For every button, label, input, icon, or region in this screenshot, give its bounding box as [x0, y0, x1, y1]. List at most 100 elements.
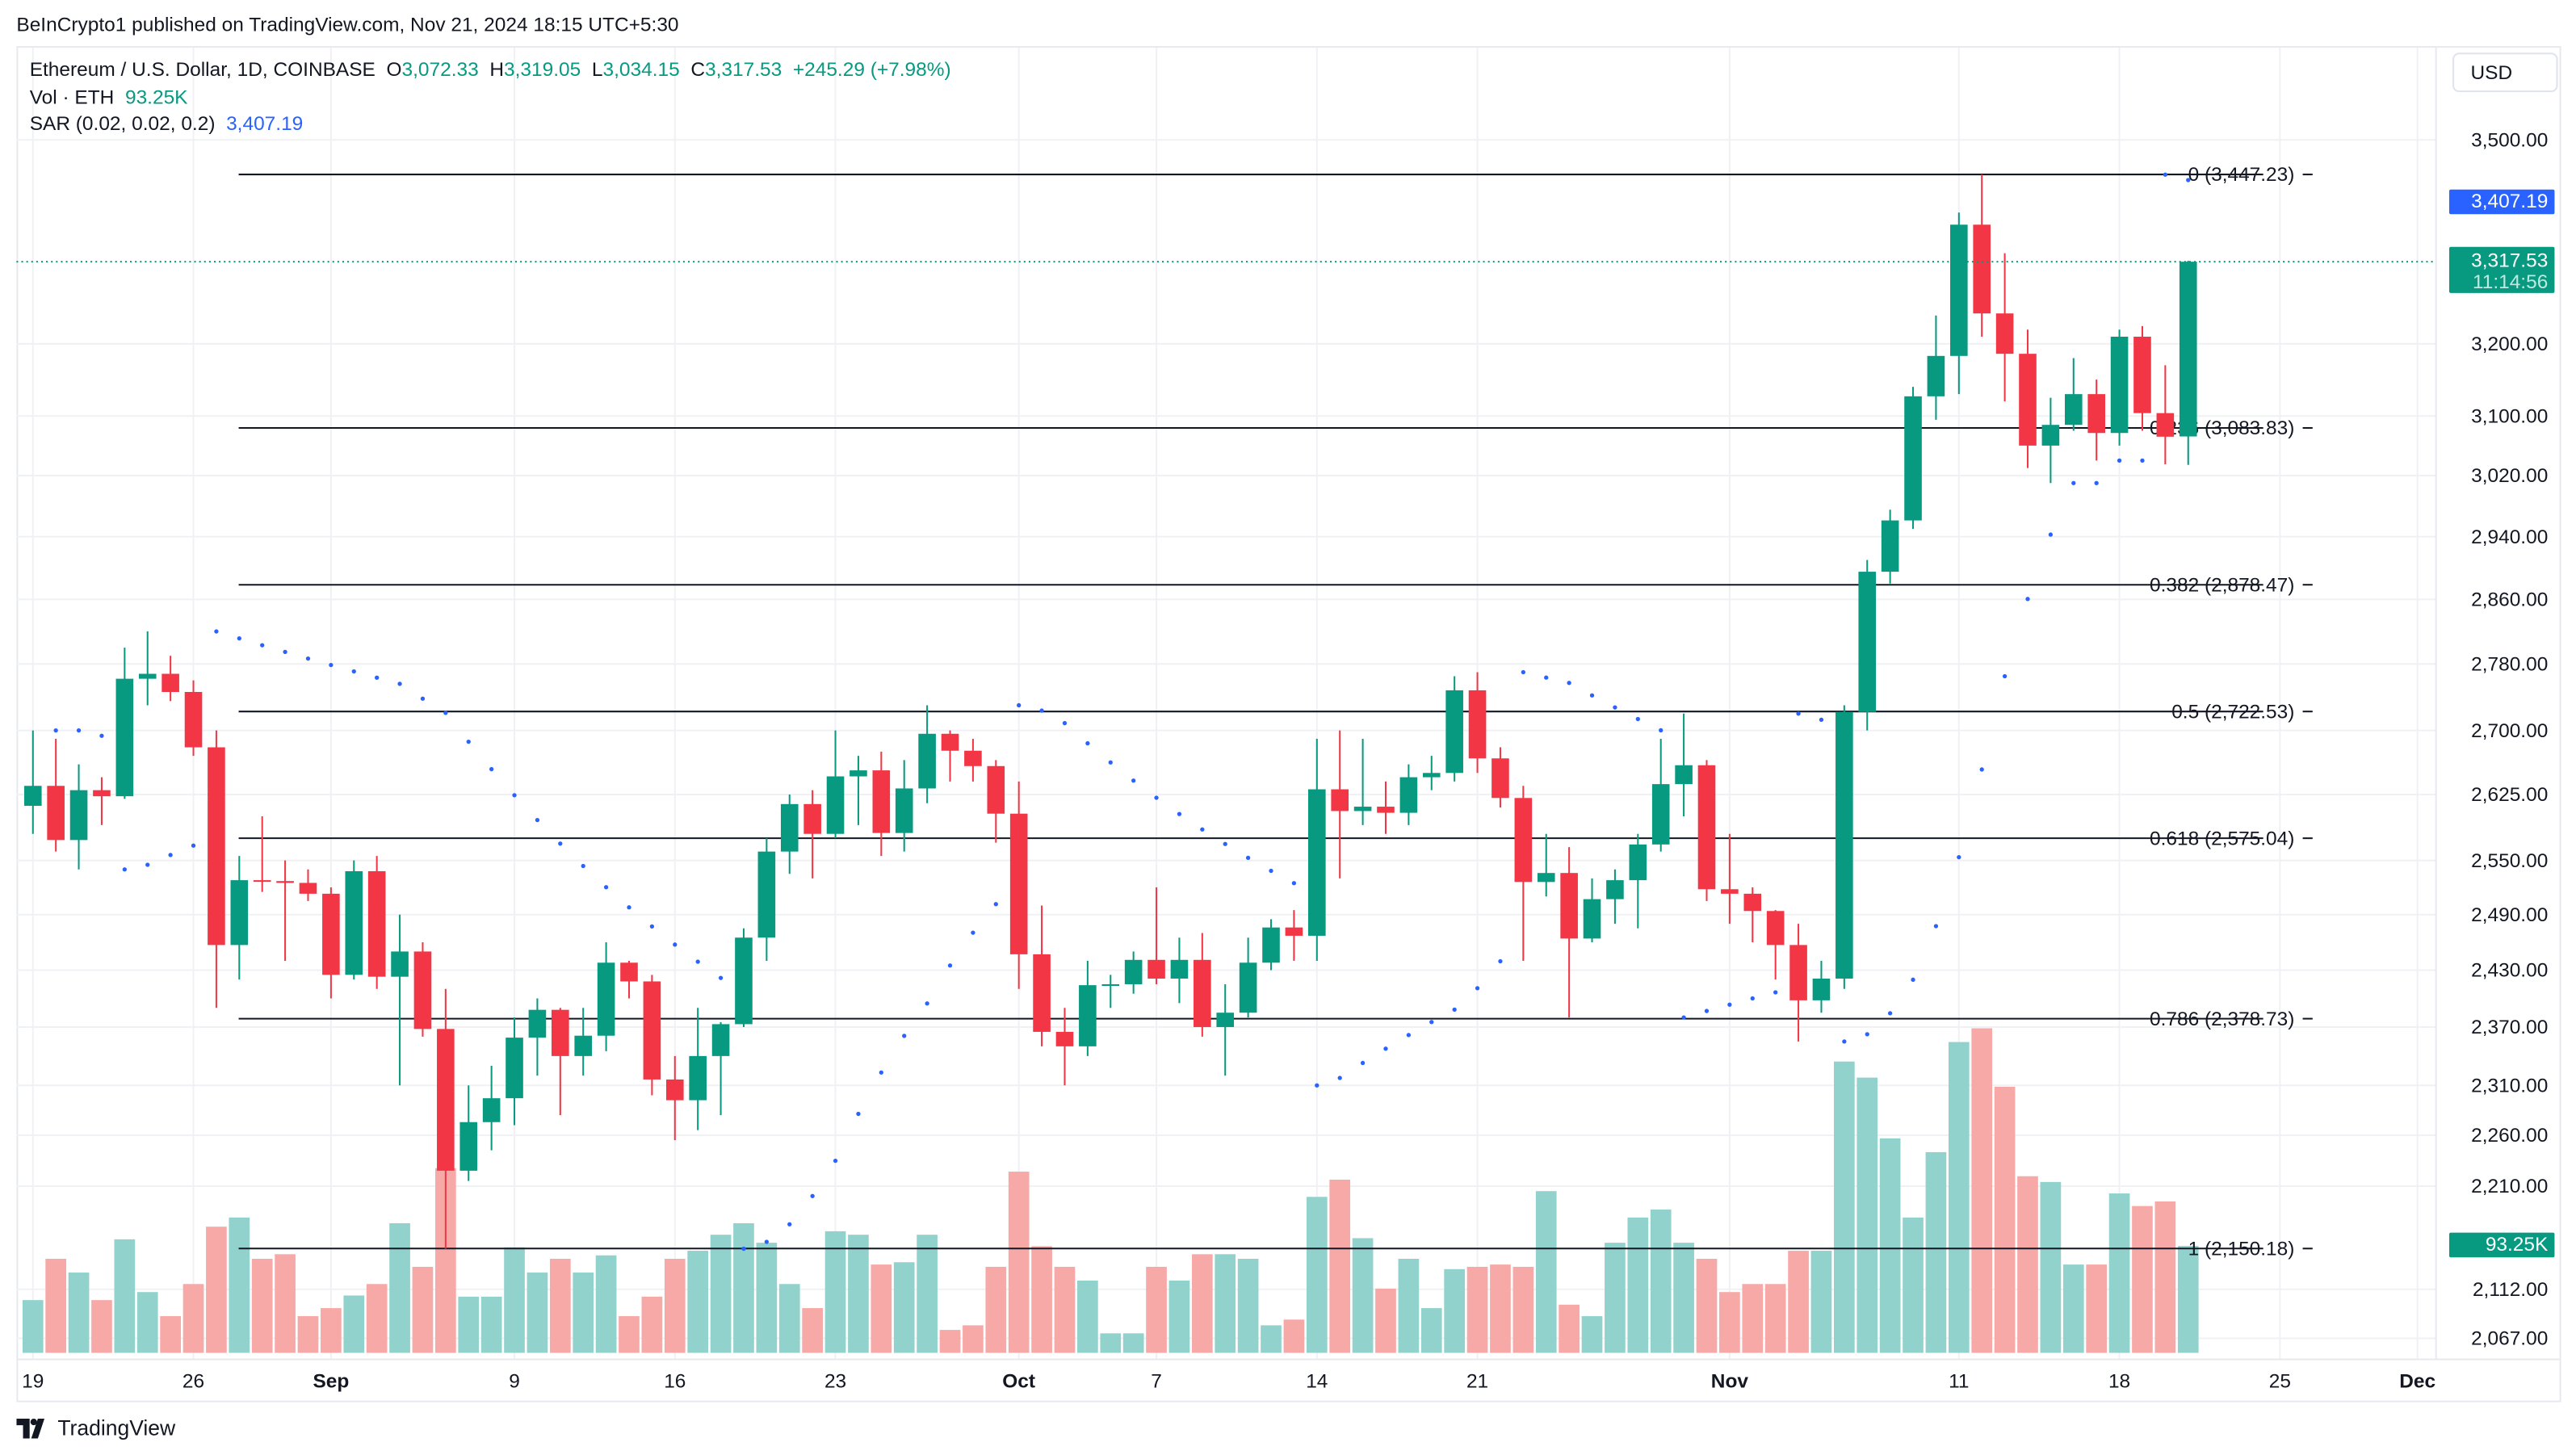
sar-value: 3,407.19	[226, 111, 304, 136]
candle-body	[1422, 773, 1441, 778]
candle-body	[850, 770, 867, 777]
volume-bar	[1535, 1191, 1557, 1353]
sar-dot	[1452, 1007, 1457, 1013]
sar-dot	[1360, 1060, 1366, 1066]
volume-bar	[251, 1259, 273, 1353]
volume-bar	[1627, 1217, 1649, 1353]
volume-bar	[22, 1300, 44, 1353]
volume-bar	[1994, 1086, 2016, 1353]
sar-dot	[1200, 827, 1205, 832]
candle-body	[757, 851, 776, 938]
candle-body	[1514, 798, 1533, 883]
volume-bar	[595, 1255, 617, 1353]
symbol-legend[interactable]: Ethereum / U.S. Dollar, 1D, COINBASE O3,…	[30, 57, 951, 81]
volume-legend[interactable]: Vol · ETH 93.25K	[30, 86, 188, 109]
sar-dot	[1154, 795, 1159, 800]
sar-dot	[627, 905, 631, 910]
x-tick-label: 23	[824, 1370, 846, 1392]
candle-body	[643, 981, 661, 1080]
y-tick-label: 2,260.00	[2471, 1125, 2548, 1147]
y-tick-label: 3,500.00	[2471, 129, 2548, 151]
volume-bar	[2062, 1264, 2084, 1353]
candle-body	[1445, 690, 1463, 774]
volume-bar	[68, 1273, 90, 1353]
candle-body	[1239, 962, 1257, 1013]
candle-body	[93, 790, 111, 797]
volume-bar	[939, 1330, 961, 1353]
sar-dot	[879, 1070, 883, 1075]
y-tick-label: 2,490.00	[2471, 904, 2548, 926]
sar-dot	[1704, 1008, 1710, 1013]
candle-body	[47, 786, 65, 841]
sar-dot	[1337, 1076, 1342, 1080]
sar-dot	[535, 817, 540, 823]
candle-body	[1629, 844, 1647, 881]
candle-body	[1079, 985, 1097, 1046]
volume-bar	[1971, 1028, 1993, 1353]
high-value: 3,319.05	[504, 57, 581, 81]
open-value: 3,072.33	[401, 57, 479, 81]
candle-body	[803, 803, 821, 834]
volume-bar	[1810, 1251, 1832, 1353]
candle-body	[1194, 959, 1211, 1027]
volume-bar	[1856, 1077, 1878, 1353]
candle-body	[918, 733, 936, 789]
candle-body	[1353, 807, 1372, 811]
volume-bar	[1696, 1259, 1718, 1353]
candle-body	[1009, 813, 1028, 954]
candle-body	[780, 803, 799, 852]
sar-dot	[2117, 458, 2122, 463]
y-tick-label: 3,200.00	[2471, 333, 2548, 355]
sar-dot	[1108, 760, 1113, 765]
volume-bar	[1146, 1266, 1167, 1353]
sar-dot	[76, 728, 82, 733]
sar-dot	[420, 696, 426, 701]
volume-bar	[2132, 1206, 2153, 1353]
volume-bar	[2108, 1193, 2130, 1353]
candle-body	[735, 937, 753, 1025]
volume-bar	[1903, 1217, 1924, 1353]
candle-body	[665, 1079, 684, 1101]
sar-dot	[1819, 717, 1824, 723]
x-tick-label: 18	[2108, 1370, 2130, 1392]
sar-dot	[1269, 868, 1273, 874]
volume-bar	[229, 1217, 250, 1353]
fib-level-label: 0 (3,447.23)	[2188, 164, 2295, 186]
volume-bar	[1329, 1179, 1351, 1353]
candle-body	[1675, 765, 1693, 785]
candle-body	[1995, 313, 2014, 354]
volume-bar	[1122, 1333, 1144, 1353]
candle-body	[276, 881, 294, 883]
sar-dot	[1383, 1046, 1388, 1051]
x-tick-label: Sep	[313, 1370, 349, 1392]
volume-bar	[183, 1284, 204, 1353]
sar-dot	[1773, 990, 1778, 995]
volume-value: 93.25K	[124, 85, 188, 109]
y-tick-label: 2,370.00	[2471, 1017, 2548, 1038]
candle-body	[1606, 880, 1624, 899]
sar-dot	[856, 1111, 861, 1117]
sar-dot	[489, 766, 494, 772]
sar-dot	[260, 643, 265, 648]
volume-bar	[893, 1262, 915, 1353]
sar-dot	[214, 629, 219, 634]
candle-body	[552, 1009, 569, 1056]
candle-body	[2041, 425, 2060, 446]
sar-dot	[764, 1239, 770, 1244]
tradingview-brand[interactable]: TradingView	[16, 1415, 175, 1440]
candle-body	[299, 883, 317, 894]
volume-bar	[1650, 1209, 1672, 1353]
volume-bar	[458, 1296, 480, 1353]
sar-legend[interactable]: SAR (0.02, 0.02, 0.2) 3,407.19	[30, 112, 304, 136]
sar-dot	[1567, 681, 1571, 686]
volume-bar	[91, 1300, 112, 1353]
candle-body	[162, 673, 179, 692]
candle-body	[2019, 354, 2037, 446]
currency-button[interactable]: USD	[2452, 52, 2558, 93]
candle-body	[69, 790, 88, 841]
candle-body	[2133, 337, 2151, 413]
sar-dot	[1613, 705, 1617, 710]
candle-body	[1285, 927, 1303, 936]
